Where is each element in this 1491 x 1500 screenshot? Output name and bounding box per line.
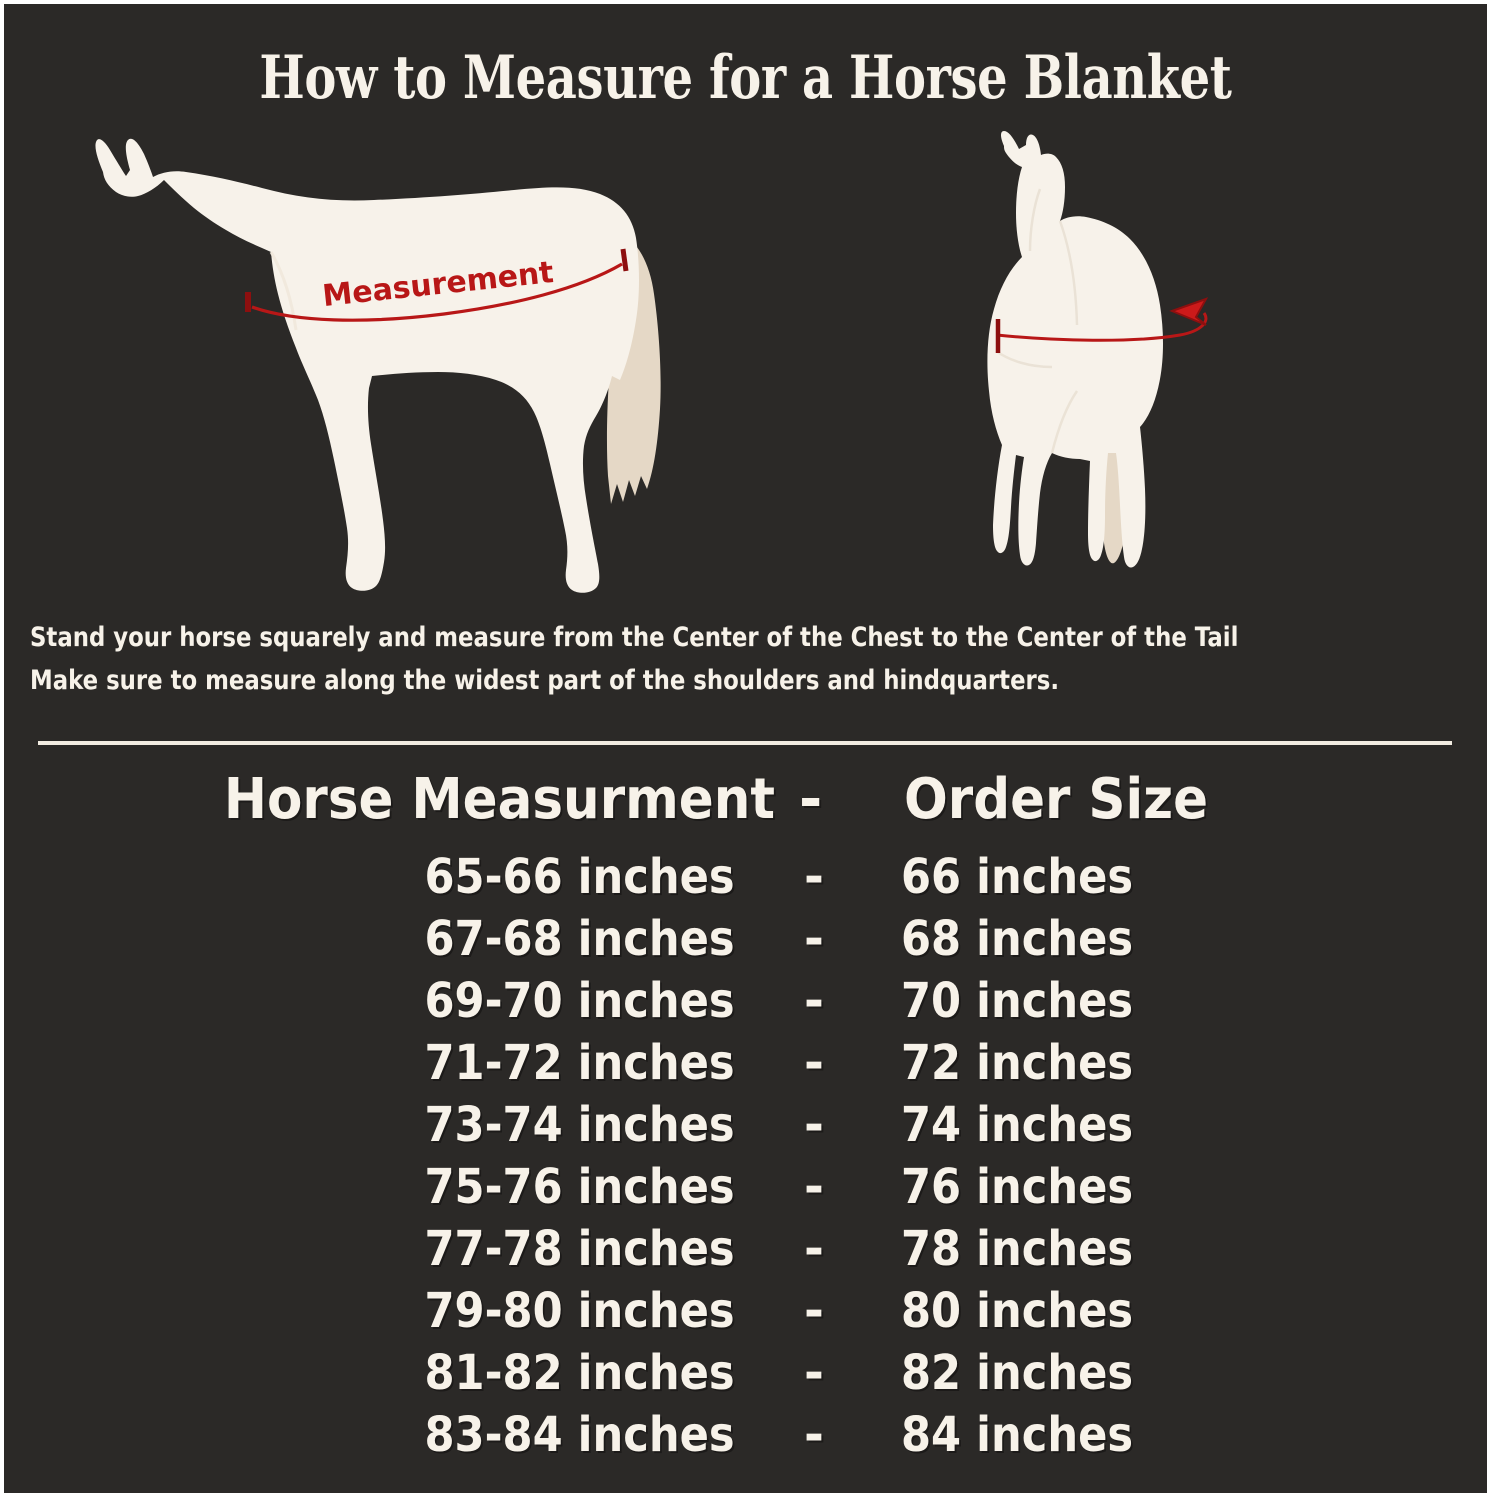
header-order-size: Order Size <box>904 767 1209 832</box>
measurement-tick-rear <box>620 248 629 272</box>
cell-order-size: 74 inches <box>901 1097 1134 1153</box>
cell-dash: - <box>804 849 824 905</box>
section-divider <box>38 741 1452 745</box>
header-measurement: Horse Measurment <box>223 767 775 832</box>
size-chart-table: Horse Measurment - Order Size 65-66 inch… <box>4 761 1487 1467</box>
cell-measurement: 79-80 inches <box>424 1283 735 1339</box>
cell-measurement: 69-70 inches <box>424 973 735 1029</box>
cell-order-size: 78 inches <box>901 1221 1134 1277</box>
cell-order-size: 66 inches <box>901 849 1134 905</box>
cell-dash: - <box>804 1283 824 1339</box>
cell-dash: - <box>804 1221 824 1277</box>
instructions: Stand your horse squarely and measure fr… <box>30 616 1247 702</box>
horse-blanket-size-infographic: How to Measure for a Horse Blanket Measu… <box>4 4 1487 1493</box>
cell-dash: - <box>804 911 824 967</box>
horse-rear-view <box>987 131 1209 568</box>
cell-order-size: 84 inches <box>901 1407 1134 1463</box>
cell-dash: - <box>804 1159 824 1215</box>
measurement-arrow <box>1169 297 1209 326</box>
cell-order-size: 68 inches <box>901 911 1134 967</box>
cell-measurement: 75-76 inches <box>424 1159 735 1215</box>
cell-order-size: 72 inches <box>901 1035 1134 1091</box>
header-dash: - <box>799 767 823 832</box>
cell-dash: - <box>804 1097 824 1153</box>
horse-side-view: Measurement <box>95 138 661 593</box>
cell-measurement: 83-84 inches <box>424 1407 735 1463</box>
cell-order-size: 76 inches <box>901 1159 1134 1215</box>
table-row: 67-68 inches - 68 inches <box>4 909 1487 971</box>
horse-shoulder-line <box>269 251 298 331</box>
cell-measurement: 81-82 inches <box>424 1345 735 1401</box>
cell-dash: - <box>804 1407 824 1463</box>
horse-body-rear <box>987 131 1163 568</box>
horse-body-side <box>95 138 639 593</box>
table-row: 75-76 inches - 76 inches <box>4 1157 1487 1219</box>
table-row: 83-84 inches - 84 inches <box>4 1405 1487 1467</box>
table-row: 77-78 inches - 78 inches <box>4 1219 1487 1281</box>
cell-order-size: 70 inches <box>901 973 1134 1029</box>
cell-measurement: 67-68 inches <box>424 911 735 967</box>
table-row: 65-66 inches - 66 inches <box>4 847 1487 909</box>
cell-dash: - <box>804 973 824 1029</box>
measurement-line-side <box>251 262 623 322</box>
horse-rear-contours <box>995 188 1079 454</box>
cell-measurement: 71-72 inches <box>424 1035 735 1091</box>
cell-dash: - <box>804 1035 824 1091</box>
page-title: How to Measure for a Horse Blanket <box>259 43 1232 113</box>
illustration-area: Measurement <box>4 124 1487 604</box>
instruction-line-1: Stand your horse squarely and measure fr… <box>30 622 1239 653</box>
cell-measurement: 65-66 inches <box>424 849 735 905</box>
table-row: 81-82 inches - 82 inches <box>4 1343 1487 1405</box>
table-row: 71-72 inches - 72 inches <box>4 1033 1487 1095</box>
table-header-row: Horse Measurment - Order Size <box>4 761 1487 847</box>
instruction-line-2: Make sure to measure along the widest pa… <box>30 665 1060 696</box>
cell-measurement: 73-74 inches <box>424 1097 735 1153</box>
table-row: 73-74 inches - 74 inches <box>4 1095 1487 1157</box>
cell-order-size: 80 inches <box>901 1283 1134 1339</box>
cell-order-size: 82 inches <box>901 1345 1134 1401</box>
table-row: 69-70 inches - 70 inches <box>4 971 1487 1033</box>
cell-dash: - <box>804 1345 824 1401</box>
table-row: 79-80 inches - 80 inches <box>4 1281 1487 1343</box>
cell-measurement: 77-78 inches <box>424 1221 735 1277</box>
